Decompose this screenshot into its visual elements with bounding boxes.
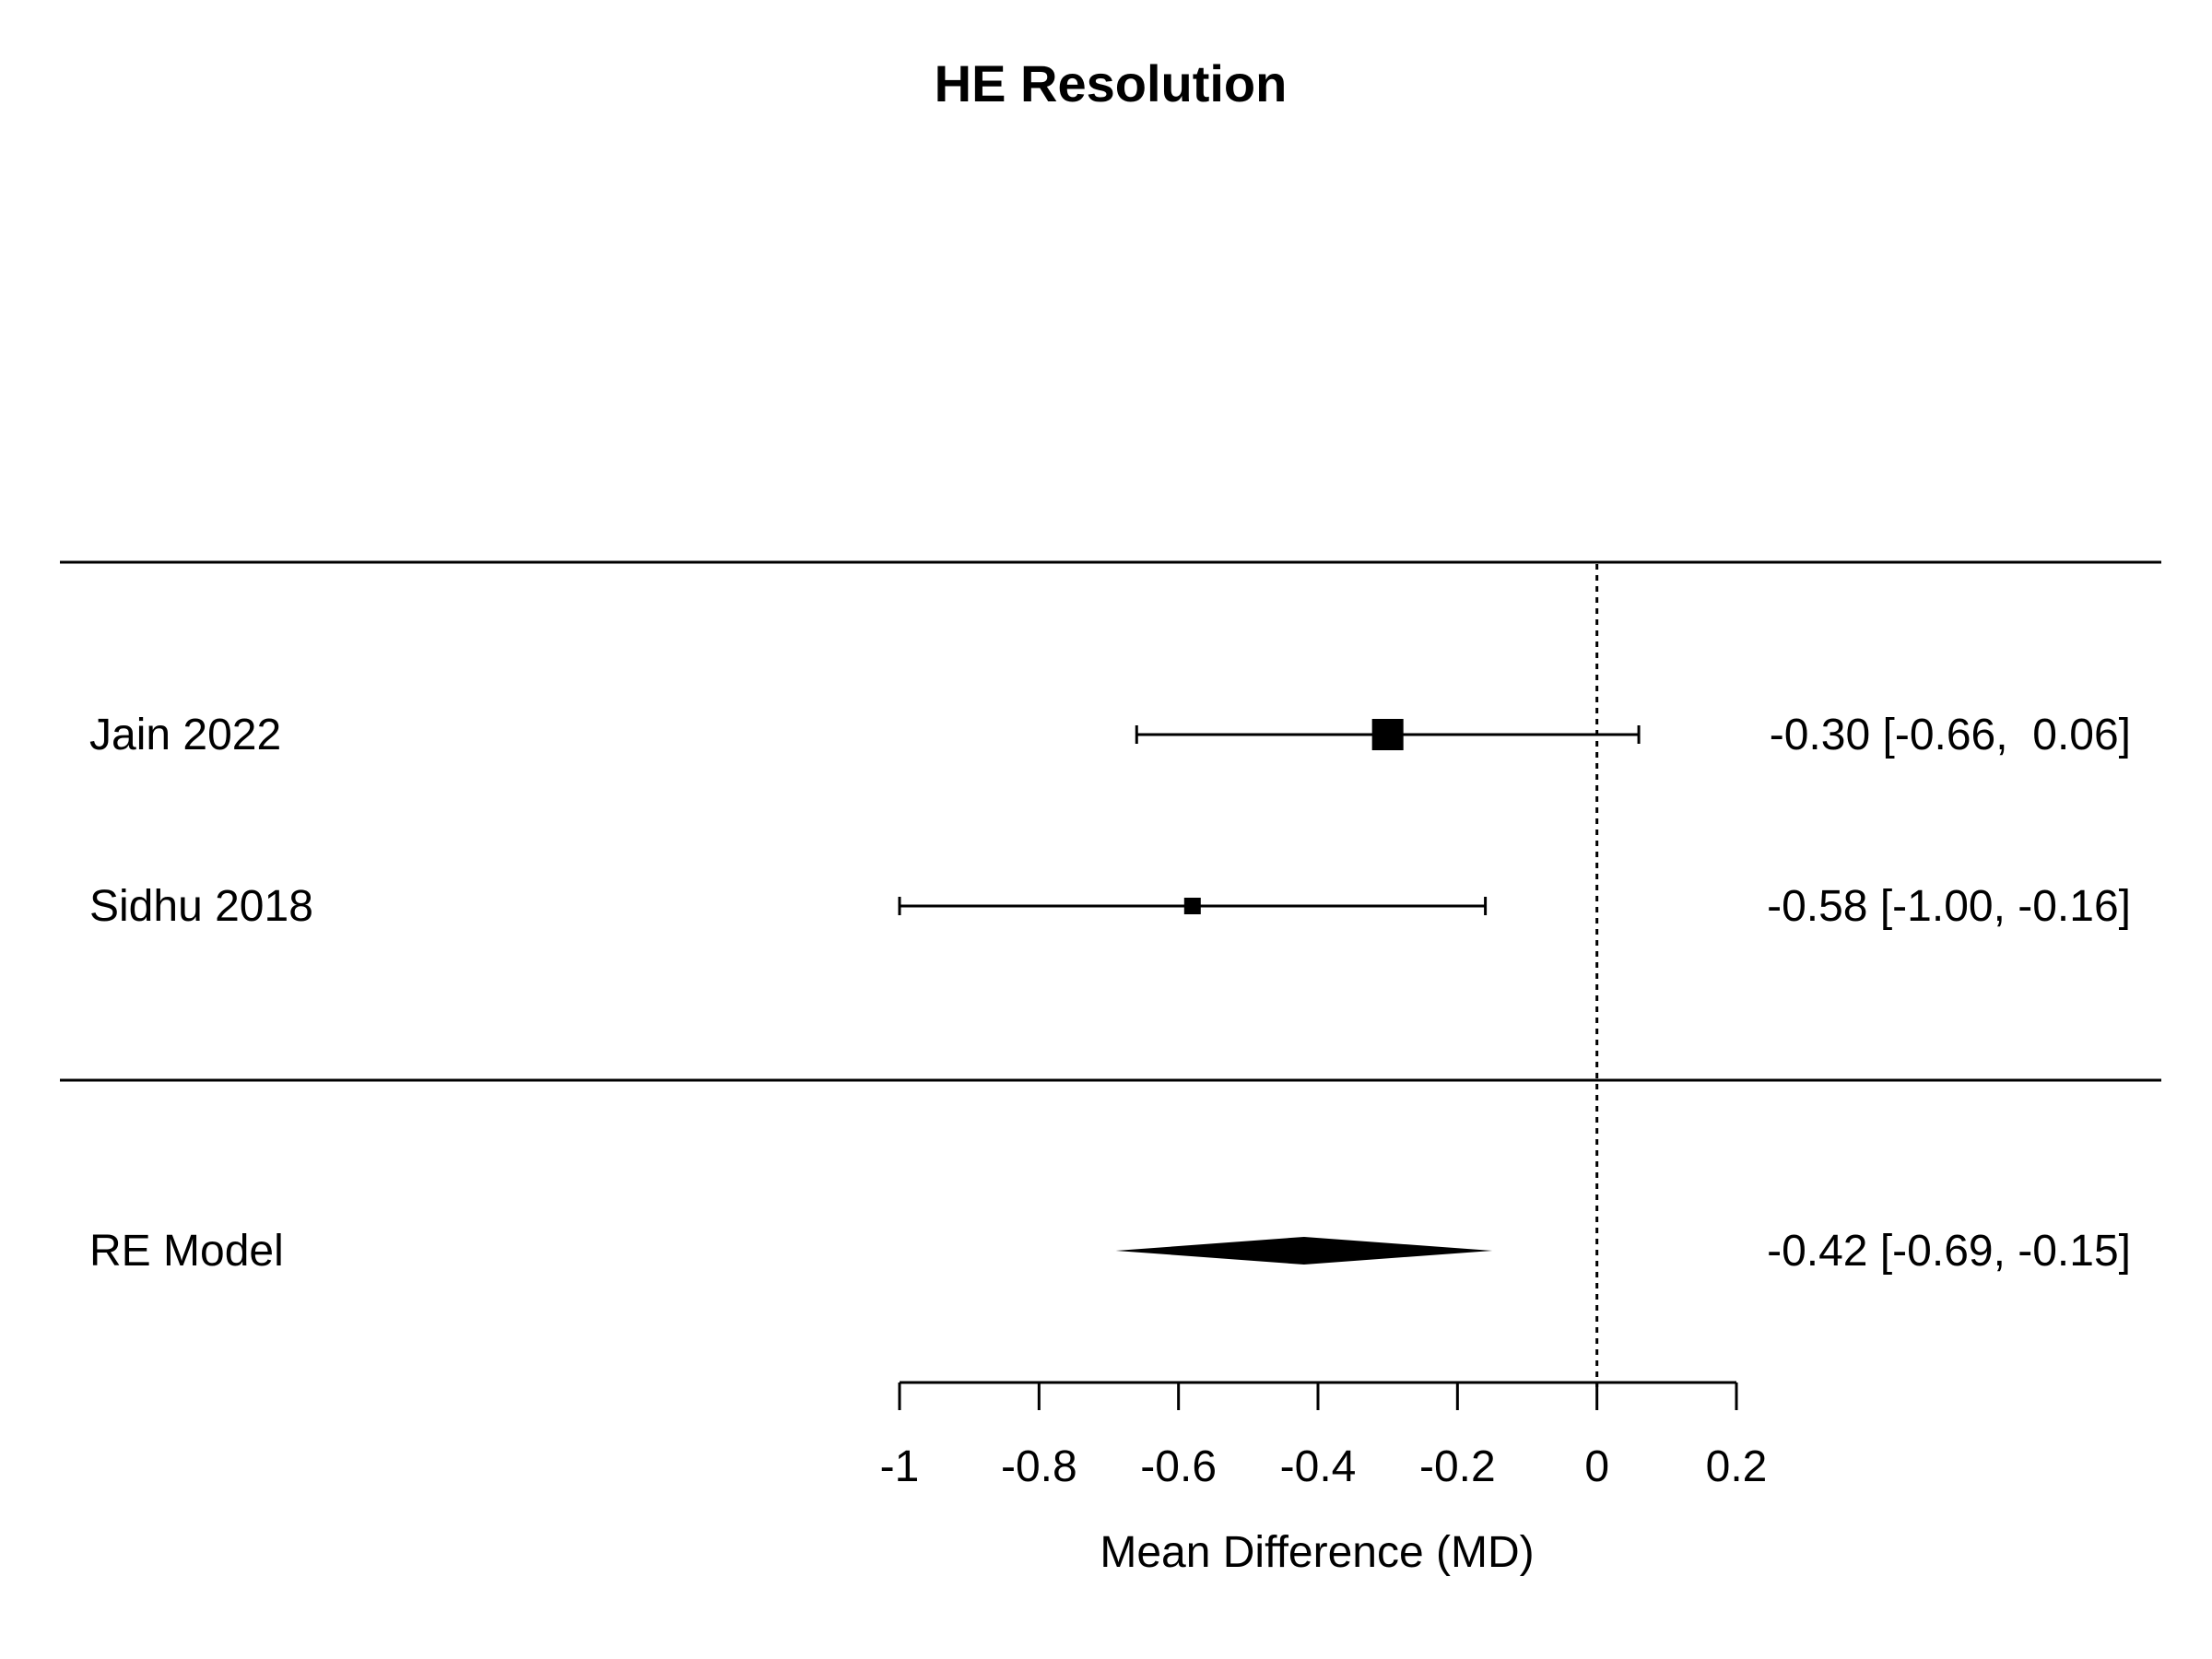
study-ci-label: -0.58 [-1.00, -0.16] [1767, 882, 2131, 931]
tick-label: -0.8 [1001, 1442, 1077, 1491]
x-axis-label: Mean Difference (MD) [1100, 1528, 1534, 1577]
point-estimate-square [1183, 898, 1201, 914]
point-estimate-square [1371, 719, 1404, 750]
tick-label: -1 [880, 1442, 920, 1491]
chart-title: HE Resolution [935, 54, 1288, 112]
summary-ci-label: -0.42 [-0.69, -0.15] [1767, 1227, 2131, 1276]
study-rows: Jain 2022 -0.30 [-0.66, 0.06] Sidhu 2018 -0… [89, 711, 2131, 931]
study-row: Jain 2022 -0.30 [-0.66, 0.06] [89, 711, 2131, 759]
study-ci-label: -0.30 [-0.66, 0.06] [1770, 711, 2131, 759]
x-axis: -1 -0.8 -0.6 -0.4 -0.2 0 0.2 [880, 1381, 1768, 1491]
tick-label: 0 [1584, 1442, 1609, 1491]
study-name: Sidhu 2018 [89, 882, 313, 931]
tick-label: -0.2 [1419, 1442, 1496, 1491]
tick-label: -0.4 [1280, 1442, 1357, 1491]
summary-diamond [1115, 1237, 1493, 1265]
tick-label: -0.6 [1140, 1442, 1217, 1491]
summary-name: RE Model [89, 1227, 284, 1276]
summary-row: RE Model -0.42 [-0.69, -0.15] [89, 1227, 2131, 1276]
tick-label: 0.2 [1706, 1442, 1768, 1491]
study-row: Sidhu 2018 -0.58 [-1.00, -0.16] [89, 882, 2131, 931]
study-name: Jain 2022 [89, 711, 281, 759]
